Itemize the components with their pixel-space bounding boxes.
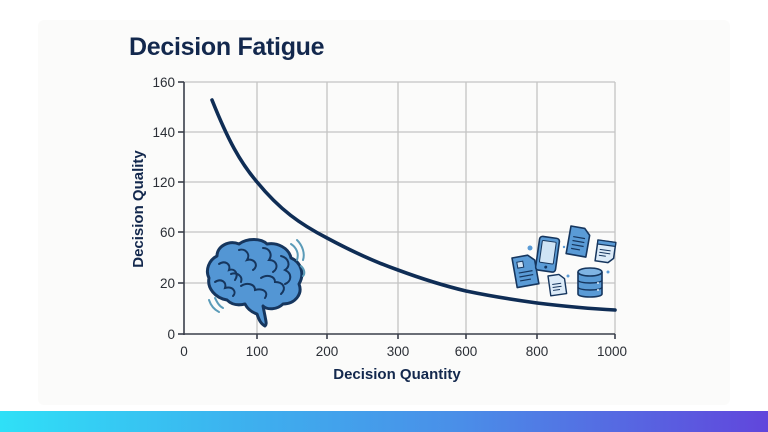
y-tick-label: 160 [152,75,175,90]
small-document-icon [547,273,568,297]
x-tick-label: 300 [387,344,410,359]
phone-icon [534,235,561,273]
x-tick-label: 0 [180,344,188,359]
x-tick-label: 200 [316,344,339,359]
note-icon [594,239,617,264]
bottom-gradient-bar [0,411,768,432]
x-tick-labels: 0 100 200 300 600 800 1000 [180,344,627,359]
brain-icon [205,238,306,328]
x-tick-label: 1000 [597,344,627,359]
x-axis-title: Decision Quantity [333,366,461,383]
axes [178,81,616,339]
y-tick-label: 20 [160,276,175,291]
database-icon [577,267,603,298]
document-icon [565,225,591,258]
y-tick-label: 60 [160,225,175,240]
y-tick-label: 120 [152,175,175,190]
document-icon [511,254,540,289]
information-overload-icons [511,225,617,298]
x-tick-label: 100 [246,344,269,359]
x-tick-label: 600 [455,344,478,359]
y-axis-title: Decision Quality [130,150,147,268]
chart-title: Decision Fatigue [129,33,325,61]
decision-quality-curve [210,98,617,312]
y-tick-label: 140 [152,125,175,140]
y-tick-labels: 160 140 120 60 20 0 [152,75,175,342]
x-tick-label: 800 [526,344,549,359]
y-tick-label: 0 [167,327,175,342]
